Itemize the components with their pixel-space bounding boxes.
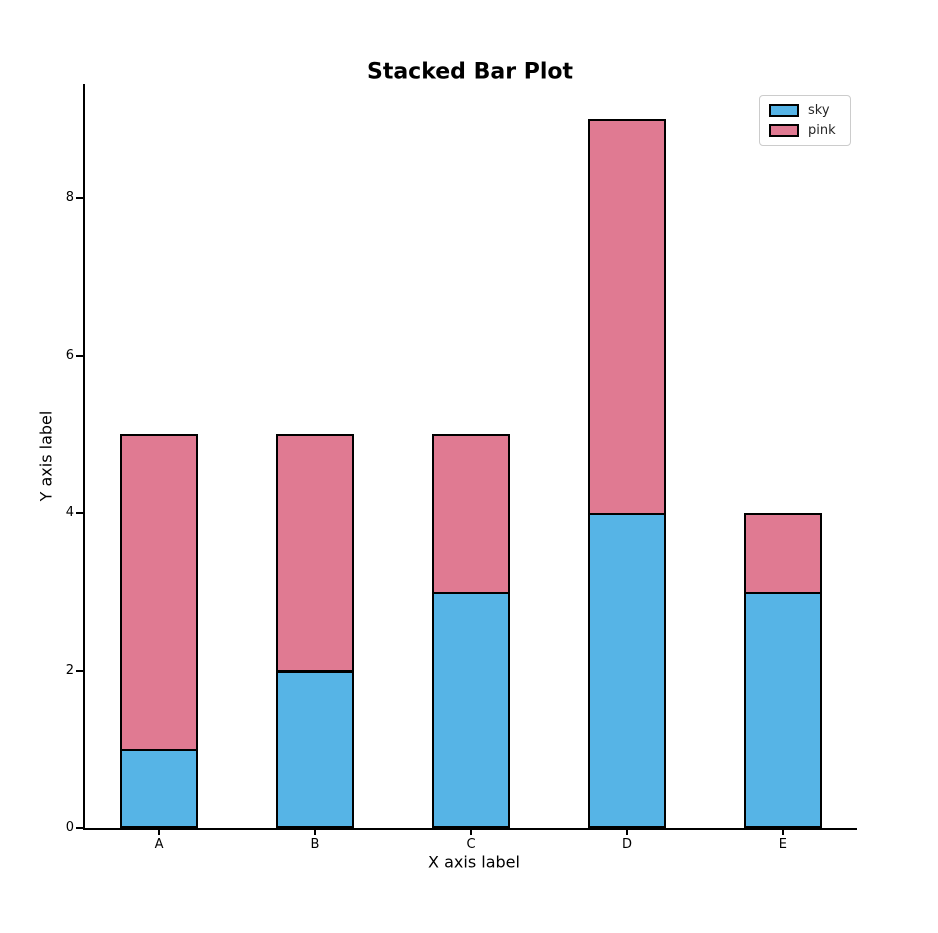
- bar-segment-pink-E: [743, 513, 822, 594]
- legend-label-pink: pink: [808, 123, 836, 138]
- bar-segment-sky-A: [120, 749, 199, 828]
- legend: sky pink: [759, 95, 851, 146]
- x-tick-B: [314, 830, 316, 835]
- x-axis-label: X axis label: [428, 852, 520, 872]
- legend-label-sky: sky: [808, 103, 830, 118]
- y-tick-label-4: 4: [65, 505, 74, 521]
- y-tick-2: [76, 669, 83, 672]
- x-tick-E: [781, 830, 784, 835]
- bar-segment-pink-B: [276, 434, 355, 673]
- legend-swatch-sky: [769, 104, 799, 117]
- y-tick-label-2: 2: [65, 662, 74, 678]
- bar-segment-sky-E: [743, 591, 822, 828]
- y-tick-0: [76, 827, 83, 829]
- y-tick-6: [76, 354, 83, 357]
- chart-title: Stacked Bar Plot: [366, 59, 574, 85]
- x-tick-D: [626, 830, 628, 835]
- y-tick-label-8: 8: [65, 190, 74, 206]
- x-tick-label-C: C: [466, 837, 476, 852]
- bar-segment-sky-C: [432, 591, 510, 828]
- y-tick-label-0: 0: [65, 820, 74, 835]
- x-tick-C: [470, 830, 472, 835]
- x-tick-label-A: A: [154, 837, 164, 852]
- y-tick-label-6: 6: [65, 347, 74, 363]
- x-tick-label-E: E: [778, 837, 787, 852]
- y-tick-8: [76, 197, 83, 200]
- legend-item-pink: pink: [769, 123, 840, 138]
- x-tick-label-B: B: [310, 837, 320, 852]
- bar-segment-sky-D: [588, 513, 666, 828]
- y-axis-label: Y axis label: [36, 410, 56, 502]
- legend-swatch-pink: [769, 124, 799, 137]
- bar-segment-sky-B: [276, 670, 355, 828]
- bar-segment-pink-D: [588, 119, 666, 516]
- x-tick-label-D: D: [621, 837, 632, 852]
- x-tick-A: [158, 830, 161, 835]
- bar-segment-pink-C: [432, 434, 510, 594]
- y-axis-spine: [83, 84, 85, 830]
- y-tick-4: [76, 512, 83, 515]
- legend-item-sky: sky: [769, 103, 840, 118]
- bar-segment-pink-A: [120, 434, 199, 752]
- plot-area: A B C D E 0 2 4 6 8: [66, 84, 857, 852]
- x-axis-spine: [83, 828, 857, 830]
